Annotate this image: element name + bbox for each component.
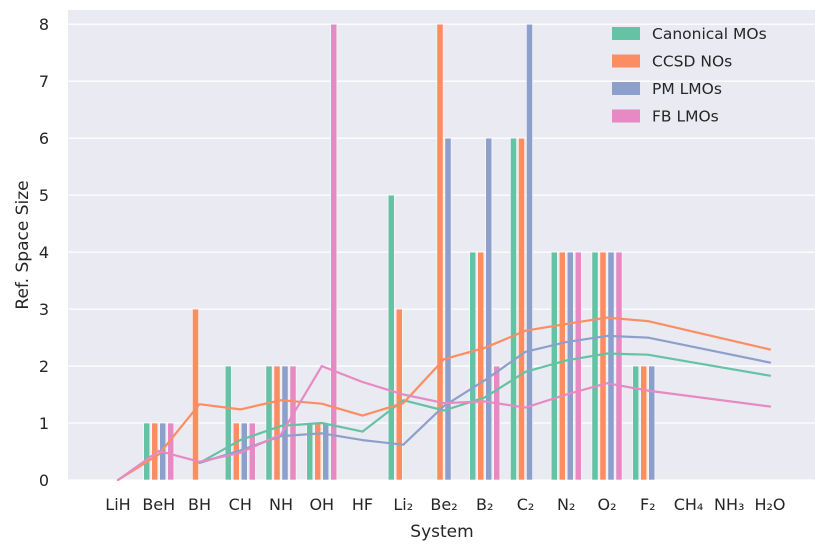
y-tick-label: 1 bbox=[39, 414, 49, 433]
legend-swatch bbox=[612, 27, 640, 40]
bar bbox=[632, 365, 640, 481]
x-tick-label: NH₃ bbox=[714, 495, 744, 514]
bar bbox=[599, 251, 607, 481]
trend-line bbox=[116, 365, 772, 482]
x-tick-label: H₂O bbox=[754, 495, 785, 514]
x-tick-label: HF bbox=[352, 495, 373, 514]
legend-swatch bbox=[612, 109, 640, 123]
x-axis-label: System bbox=[410, 522, 473, 542]
bar bbox=[265, 365, 273, 481]
bar bbox=[518, 137, 525, 481]
x-tick-label: Be₂ bbox=[430, 495, 457, 514]
bar bbox=[526, 23, 533, 481]
bar bbox=[314, 422, 322, 481]
bar bbox=[248, 422, 256, 481]
x-tick-label: LiH bbox=[105, 495, 130, 514]
bar bbox=[550, 251, 558, 481]
bar bbox=[322, 422, 330, 481]
x-tick-label: B₂ bbox=[476, 495, 493, 514]
bar bbox=[648, 365, 656, 481]
bar bbox=[469, 251, 477, 481]
bar bbox=[192, 308, 199, 481]
y-tick-label: 0 bbox=[39, 471, 49, 490]
trend-line bbox=[198, 352, 772, 464]
x-tick-label: BH bbox=[188, 495, 211, 514]
bar bbox=[485, 137, 493, 481]
bar bbox=[566, 251, 574, 481]
x-tick-label: C₂ bbox=[517, 495, 535, 514]
trend-lines-group bbox=[116, 316, 772, 482]
bar bbox=[444, 137, 452, 481]
trend-line bbox=[198, 334, 772, 464]
bar bbox=[143, 422, 151, 481]
legend-label: PM LMOs bbox=[652, 80, 722, 98]
bar bbox=[510, 137, 517, 481]
bar bbox=[224, 365, 232, 481]
bar bbox=[477, 251, 485, 481]
bar bbox=[615, 251, 623, 481]
x-tick-label: BeH bbox=[142, 495, 175, 514]
y-tick-label: 8 bbox=[39, 15, 49, 34]
y-axis-label: Ref. Space Size bbox=[13, 180, 33, 309]
legend-label: Canonical MOs bbox=[652, 25, 767, 43]
bar bbox=[591, 251, 599, 481]
x-tick-label: CH bbox=[229, 495, 252, 514]
x-tick-label: CH₄ bbox=[674, 495, 704, 514]
bar bbox=[289, 365, 297, 481]
bar bbox=[574, 251, 582, 481]
y-tick-label: 6 bbox=[39, 129, 49, 148]
bar bbox=[306, 422, 314, 481]
x-tick-labels: LiH BeH BH CH NH OH HF Li₂ Be₂ B₂ C₂ N₂ O₂ F₂ CH₄ NH₃ H₂… bbox=[105, 495, 785, 514]
y-tick-label: 5 bbox=[39, 186, 49, 205]
x-tick-label: NH bbox=[269, 495, 293, 514]
bar bbox=[436, 23, 444, 481]
y-tick-label: 7 bbox=[39, 72, 49, 91]
legend-swatch bbox=[612, 82, 640, 95]
bar bbox=[640, 365, 648, 481]
bar bbox=[607, 251, 615, 481]
bar bbox=[387, 194, 395, 481]
x-tick-label: OH bbox=[309, 495, 334, 514]
x-tick-label: N₂ bbox=[557, 495, 575, 514]
bar bbox=[273, 365, 281, 481]
y-tick-labels: 0 1 2 3 4 5 6 7 8 bbox=[39, 15, 49, 490]
x-tick-label: F₂ bbox=[640, 495, 656, 514]
bar bbox=[167, 422, 175, 481]
trend-line bbox=[116, 316, 772, 482]
y-tick-label: 2 bbox=[39, 357, 49, 376]
y-tick-label: 3 bbox=[39, 300, 49, 319]
bar bbox=[493, 365, 501, 481]
x-tick-label: O₂ bbox=[597, 495, 616, 514]
bar bbox=[330, 23, 338, 481]
x-tick-label: Li₂ bbox=[393, 495, 413, 514]
legend-label: FB LMOs bbox=[652, 108, 719, 126]
legend: Canonical MOs CCSD NOs PM LMOs FB LMOs bbox=[612, 25, 767, 126]
y-tick-label: 4 bbox=[39, 243, 49, 262]
legend-label: CCSD NOs bbox=[652, 53, 732, 71]
legend-swatch bbox=[612, 54, 640, 68]
bar bbox=[558, 251, 566, 481]
